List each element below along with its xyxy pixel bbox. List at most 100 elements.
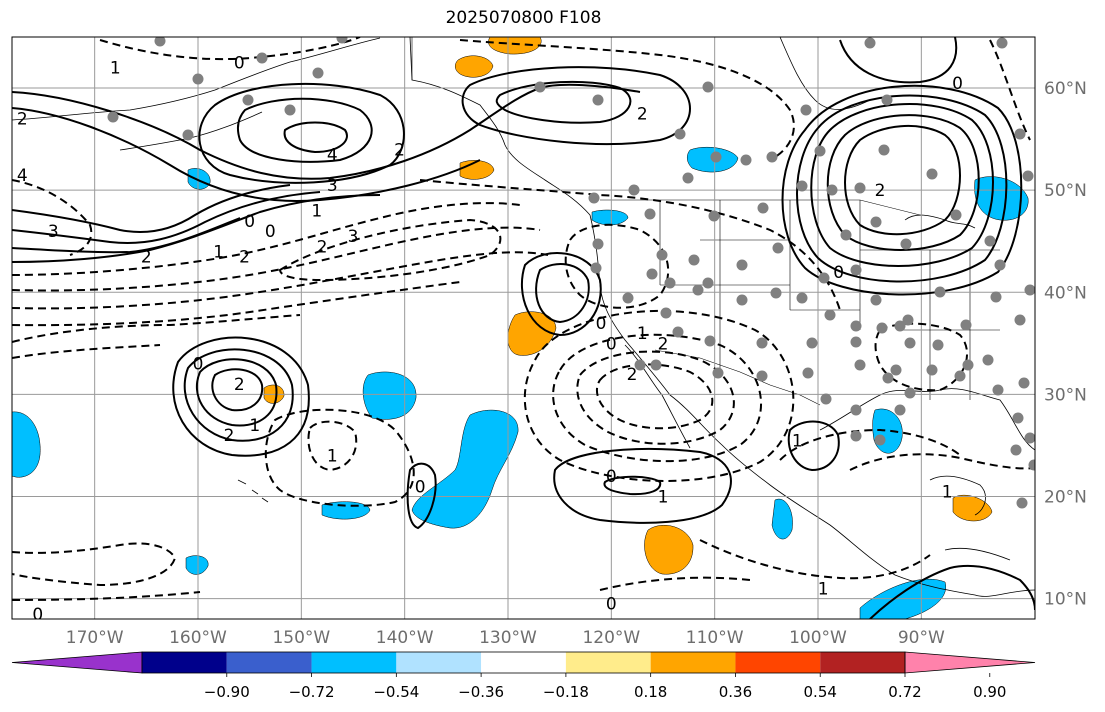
contour-negative bbox=[564, 223, 670, 309]
shade-blue bbox=[12, 411, 41, 478]
contours-dashed bbox=[12, 37, 1035, 601]
contour-label: 0 bbox=[833, 263, 844, 283]
map-title: 2025070800 F108 bbox=[445, 8, 602, 28]
contour-label: 1 bbox=[942, 482, 953, 502]
contour-label: 1 bbox=[658, 487, 669, 507]
contour-negative bbox=[779, 428, 961, 461]
colorbar-swatch bbox=[142, 652, 227, 673]
contour-label: 0 bbox=[193, 355, 204, 375]
station-dot bbox=[854, 359, 866, 371]
station-dot bbox=[796, 180, 808, 192]
contour-negative bbox=[12, 179, 93, 256]
colorbar-tick-label: 0.36 bbox=[719, 683, 752, 701]
station-dot bbox=[756, 337, 768, 349]
contour-label: 1 bbox=[637, 324, 648, 344]
political-borders bbox=[411, 37, 1000, 406]
station-dot bbox=[708, 210, 720, 222]
contour-positive bbox=[796, 94, 1008, 283]
colorbar-tick-label: −0.18 bbox=[543, 683, 589, 701]
station-dot bbox=[336, 37, 348, 44]
station-dot bbox=[900, 238, 912, 250]
station-dot bbox=[874, 434, 886, 446]
station-dot bbox=[934, 286, 946, 298]
station-dot bbox=[1024, 432, 1035, 444]
longitude-label: 170°W bbox=[66, 628, 124, 648]
station-dot bbox=[850, 320, 862, 332]
baja-coast bbox=[624, 344, 691, 449]
station-dot bbox=[656, 249, 668, 261]
latitude-label: 40°N bbox=[1044, 283, 1087, 303]
station-dot bbox=[990, 291, 1002, 303]
station-dot bbox=[902, 314, 914, 326]
longitude-labels: 170°W 160°W 150°W 140°W 130°W 120°W 110°W 100°W… bbox=[66, 628, 945, 648]
station-dot bbox=[864, 37, 876, 49]
station-dot bbox=[672, 326, 684, 338]
station-dot bbox=[894, 404, 906, 416]
station-dot bbox=[664, 277, 676, 289]
station-dot bbox=[820, 393, 832, 405]
contour-label: 0 bbox=[606, 595, 617, 615]
shade-blue bbox=[187, 168, 211, 190]
colorbar-tick-label: −0.36 bbox=[458, 683, 504, 701]
contour-positive bbox=[12, 194, 381, 263]
station-dot bbox=[534, 81, 546, 93]
contour-positive bbox=[12, 184, 291, 234]
colorbar-outline bbox=[141, 651, 906, 674]
station-dot bbox=[692, 284, 704, 296]
contour-label: 0 bbox=[265, 222, 276, 242]
contour-label: 3 bbox=[327, 176, 338, 196]
contour-positive bbox=[495, 80, 632, 124]
station-dot bbox=[926, 364, 938, 376]
station-dot bbox=[850, 404, 862, 416]
contour-label: 1 bbox=[110, 59, 121, 79]
shade-orange bbox=[644, 525, 694, 575]
contours-solid bbox=[12, 37, 1035, 619]
contour-positive bbox=[172, 336, 310, 457]
contour-label: 0 bbox=[234, 54, 245, 74]
contour-label: 0 bbox=[415, 477, 426, 497]
station-dot bbox=[926, 168, 938, 180]
station-dot bbox=[772, 242, 784, 254]
colorbar-swatch bbox=[735, 652, 821, 673]
station-dot bbox=[622, 292, 634, 304]
station-dot bbox=[770, 287, 782, 299]
contour-negative bbox=[576, 350, 735, 445]
station-dot bbox=[1024, 284, 1035, 296]
colorbar-swatch bbox=[311, 652, 397, 673]
station-dot bbox=[1014, 314, 1026, 326]
contour-label: 3 bbox=[348, 227, 359, 247]
latitude-label: 20°N bbox=[1044, 487, 1087, 507]
shade-blue bbox=[185, 555, 209, 575]
station-dot bbox=[802, 367, 814, 379]
contour-label: 2 bbox=[234, 375, 245, 395]
map-frame bbox=[11, 36, 1036, 620]
contour-negative bbox=[12, 251, 549, 310]
contour-negative bbox=[12, 202, 521, 276]
colorbar-swatch bbox=[565, 652, 651, 673]
station-dot bbox=[736, 259, 748, 271]
contour-label: 1 bbox=[249, 416, 260, 436]
station-dot bbox=[644, 208, 656, 220]
contour-positive bbox=[236, 97, 373, 163]
shade-orange bbox=[455, 55, 494, 78]
contour-label: 2 bbox=[875, 181, 886, 201]
station-dot bbox=[1014, 128, 1026, 140]
cuba-coast bbox=[944, 547, 1011, 561]
contour-negative bbox=[419, 179, 841, 311]
contour-positive bbox=[12, 217, 241, 254]
station-dot bbox=[256, 52, 268, 64]
station-dot bbox=[766, 151, 778, 163]
station-dot bbox=[1018, 377, 1030, 389]
colorbar-tick-label: 0.54 bbox=[804, 683, 837, 701]
station-dot bbox=[870, 216, 882, 228]
station-dot bbox=[284, 104, 296, 116]
contour-label: 2 bbox=[17, 110, 28, 130]
latitude-labels: 60°N 50°N 40°N 30°N 20°N 10°N bbox=[1044, 79, 1087, 610]
station-dot bbox=[854, 182, 866, 194]
station-dot bbox=[646, 268, 658, 280]
contour-label: 1 bbox=[213, 242, 224, 262]
station-dot bbox=[154, 37, 166, 47]
contour-positive bbox=[839, 37, 958, 84]
